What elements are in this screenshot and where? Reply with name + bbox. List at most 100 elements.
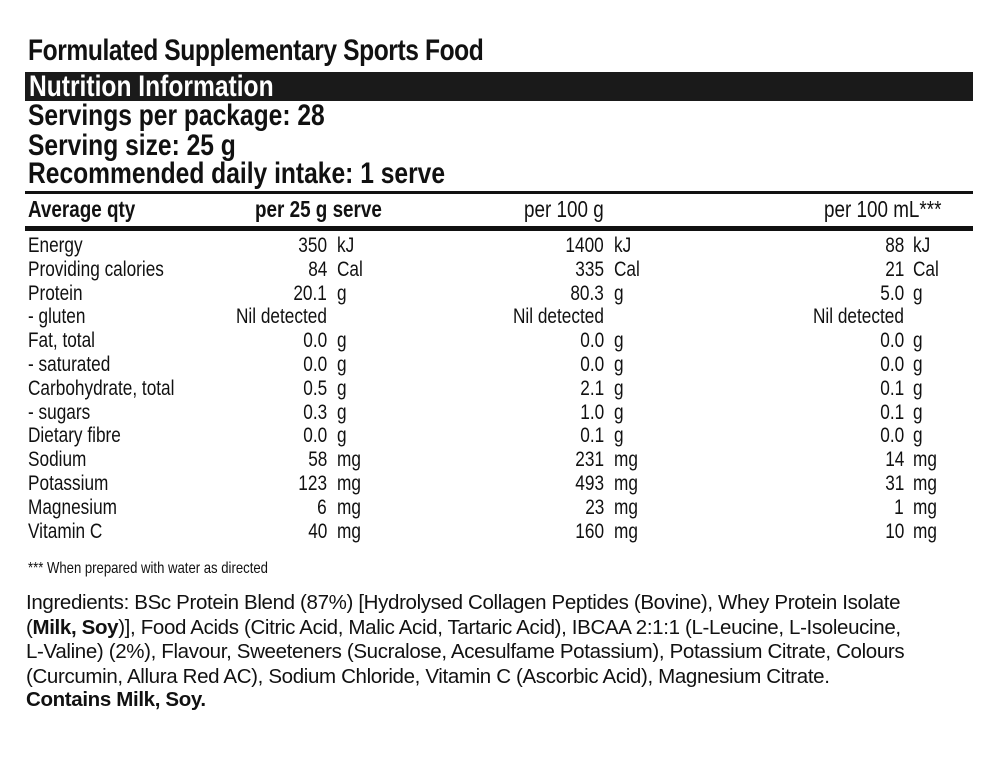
unit-c3: g	[913, 352, 923, 376]
unit-c2: kJ	[614, 234, 632, 257]
column-header-per-100g: per 100 g	[524, 196, 604, 222]
table-row: Dietary fibre 0.0 g 0.1 g 0.0 g	[0, 424, 1000, 448]
value-c1: 123	[298, 471, 327, 495]
nutrient-label: Vitamin C	[28, 519, 103, 543]
value-c3: 0.0	[880, 424, 904, 448]
table-row: - gluten Nil detected Nil detected Nil dete…	[0, 305, 1000, 329]
value-c2: 335	[575, 257, 604, 281]
table-row: Vitamin C 40 mg 160 mg 10 mg	[0, 520, 1000, 544]
value-c3: 31	[884, 471, 904, 495]
unit-c2: mg	[614, 448, 638, 472]
unit-c3: mg	[913, 471, 937, 495]
ingredients-text: Ingredients: BSc Protein Blend (87%) [Hy…	[26, 591, 905, 688]
unit-c3: g	[913, 400, 923, 424]
unit-c1: g	[337, 281, 347, 305]
value-c3: 0.1	[880, 400, 904, 424]
nutrient-label: Potassium	[28, 471, 109, 495]
unit-c3: g	[913, 376, 923, 400]
table-row: - saturated 0.0 g 0.0 g 0.0 g	[0, 353, 1000, 377]
value-c1: 84	[307, 257, 327, 281]
unit-c3: mg	[913, 495, 937, 519]
nutrition-information-banner: Nutrition Information	[25, 70, 973, 103]
nutrient-label: Energy	[28, 234, 83, 257]
value-c3: 1	[894, 495, 904, 519]
value-c3: 0.0	[880, 352, 904, 376]
value-c1: 0.0	[303, 352, 327, 376]
unit-c3: g	[913, 424, 923, 448]
value-c3: 14	[884, 448, 904, 472]
value-c1: 20.1	[293, 281, 327, 305]
product-title: Formulated Supplementary Sports Food	[28, 34, 484, 67]
value-c1: 6	[317, 495, 327, 519]
unit-c3: mg	[913, 519, 937, 543]
nutrient-label: - sugars	[28, 400, 91, 424]
nutrition-table-body: Energy 350 kJ 1400 kJ 88 kJ Providing calories 8…	[0, 234, 1000, 543]
value-c2: 2.1	[580, 376, 604, 400]
unit-c3: Cal	[913, 257, 939, 281]
servings-per-package: Servings per package: 28	[28, 99, 325, 132]
table-row: Potassium 123 mg 493 mg 31 mg	[0, 472, 1000, 496]
unit-c2: g	[614, 424, 624, 448]
unit-c2: g	[614, 352, 624, 376]
nutrient-label: - gluten	[28, 305, 86, 329]
unit-c1: mg	[337, 448, 361, 472]
table-row: Magnesium 6 mg 23 mg 1 mg	[0, 496, 1000, 520]
value-c1: 0.5	[303, 376, 327, 400]
value-c3: 21	[884, 257, 904, 281]
value-c1: Nil detected	[236, 305, 327, 329]
unit-c2: mg	[614, 471, 638, 495]
value-c2: 493	[575, 471, 604, 495]
allergen-highlight: Milk, Soy	[32, 615, 119, 639]
table-row: - sugars 0.3 g 1.0 g 0.1 g	[0, 401, 1000, 425]
unit-c1: mg	[337, 471, 361, 495]
value-c2: Nil detected	[513, 305, 604, 329]
table-row: Carbohydrate, total 0.5 g 2.1 g 0.1 g	[0, 377, 1000, 401]
value-c1: 58	[307, 448, 327, 472]
unit-c1: g	[337, 400, 347, 424]
unit-c3: g	[913, 281, 923, 305]
unit-c2: mg	[614, 495, 638, 519]
unit-c3: g	[913, 329, 923, 353]
value-c2: 80.3	[570, 281, 604, 305]
table-row: Sodium 58 mg 231 mg 14 mg	[0, 448, 1000, 472]
nutrient-label: - saturated	[28, 352, 111, 376]
unit-c1: g	[337, 352, 347, 376]
value-c2: 0.0	[580, 329, 604, 353]
unit-c3: mg	[913, 448, 937, 472]
recommended-daily-intake: Recommended daily intake: 1 serve	[28, 157, 446, 190]
table-row: Providing calories 84 Cal 335 Cal 21 Cal	[0, 258, 1000, 282]
unit-c1: kJ	[337, 234, 355, 257]
column-header-average-qty: Average qty	[28, 196, 136, 222]
unit-c1: g	[337, 376, 347, 400]
serving-size: Serving size: 25 g	[28, 129, 236, 162]
unit-c1: mg	[337, 495, 361, 519]
value-c1: 0.0	[303, 329, 327, 353]
value-c2: 0.0	[580, 352, 604, 376]
nutrient-label: Fat, total	[28, 329, 95, 353]
value-c2: 231	[575, 448, 604, 472]
table-row: Fat, total 0.0 g 0.0 g 0.0 g	[0, 329, 1000, 353]
footnote: *** When prepared with water as directed	[28, 560, 268, 577]
unit-c2: g	[614, 376, 624, 400]
table-header-top-rule	[25, 191, 973, 194]
value-c2: 1.0	[580, 400, 604, 424]
unit-c2: Cal	[614, 257, 640, 281]
unit-c1: g	[337, 424, 347, 448]
unit-c3: kJ	[913, 234, 931, 257]
unit-c1: g	[337, 329, 347, 353]
table-row: Protein 20.1 g 80.3 g 5.0 g	[0, 282, 1000, 306]
unit-c2: mg	[614, 519, 638, 543]
column-header-per-100ml: per 100 mL***	[824, 196, 942, 222]
nutrient-label: Protein	[28, 281, 83, 305]
value-c2: 1400	[565, 234, 604, 257]
value-c1: 0.3	[303, 400, 327, 424]
value-c2: 0.1	[580, 424, 604, 448]
value-c3: 0.0	[880, 329, 904, 353]
value-c3: 5.0	[880, 281, 904, 305]
value-c3: 10	[884, 519, 904, 543]
value-c1: 350	[298, 234, 327, 257]
nutrient-label: Carbohydrate, total	[28, 376, 175, 400]
value-c3: 0.1	[880, 376, 904, 400]
table-header-bottom-rule	[25, 226, 973, 231]
column-header-per-serve: per 25 g serve	[255, 196, 382, 222]
